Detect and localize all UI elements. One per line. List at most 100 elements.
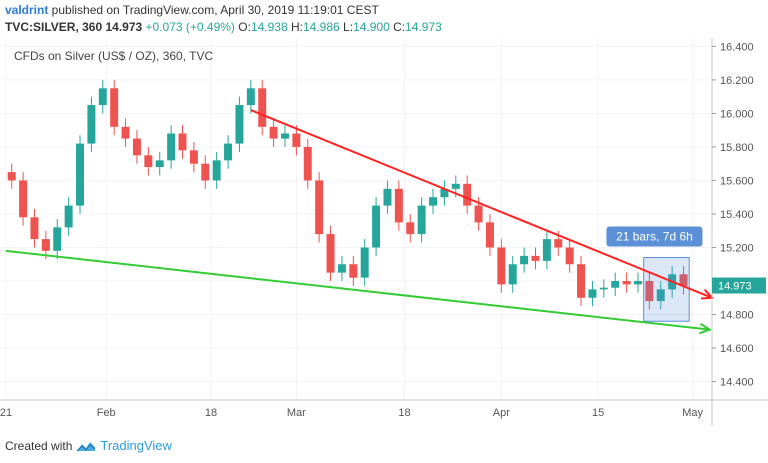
candle-body <box>508 264 517 285</box>
low-value: 14.900 <box>353 20 390 34</box>
price-tick-label: 16.400 <box>720 41 754 53</box>
candle-body <box>167 133 176 161</box>
candle-body <box>599 287 608 290</box>
candle-body <box>679 274 688 287</box>
candle-body <box>292 133 301 147</box>
candle-body <box>269 126 278 139</box>
candle-body <box>463 183 472 206</box>
low-label: L: <box>343 20 354 34</box>
tradingview-brand[interactable]: TradingView <box>100 438 172 453</box>
candle-body <box>258 88 267 127</box>
time-tick-label: Feb <box>97 407 116 419</box>
open-value: 14.938 <box>250 20 288 34</box>
measure-box[interactable] <box>643 257 690 322</box>
candle-body <box>645 281 654 302</box>
candle-body <box>565 247 574 265</box>
close-value: 14.973 <box>405 20 442 34</box>
time-tick-label: 18 <box>205 407 217 419</box>
chart-title: CFDs on Silver (US$ / OZ), 360, TVC <box>14 49 213 63</box>
candle-body <box>349 264 358 278</box>
candle-body <box>303 146 312 181</box>
open-label: O: <box>238 20 251 34</box>
candle-body <box>326 234 335 273</box>
price-tick-label: 15.800 <box>720 142 754 154</box>
candle-body <box>280 133 289 139</box>
measure-label: 21 bars, 7d 6h <box>616 230 693 244</box>
candle-body <box>633 281 642 285</box>
price-axis[interactable]: 16.400 16.200 16.000 15.800 15.600 15.400 15.2… <box>712 41 754 389</box>
support-line[interactable] <box>5 249 710 331</box>
time-axis[interactable]: 21 Feb 18 Mar 18 Apr 15 May <box>0 407 704 419</box>
price-tick-label: 16.200 <box>720 75 754 87</box>
candle-body <box>531 255 540 261</box>
author-link[interactable]: valdrint <box>5 3 49 17</box>
price-tick-label: 15.200 <box>720 242 754 254</box>
candle-body <box>394 188 403 223</box>
last-price-marker <box>712 277 766 294</box>
candle-body <box>577 264 586 298</box>
candle-body <box>53 227 62 251</box>
candle-body <box>235 105 244 144</box>
price-tick-label: 15.400 <box>720 209 754 221</box>
candle-body <box>110 88 119 127</box>
candle-body <box>64 205 73 228</box>
candle-body <box>87 105 96 144</box>
candle-body <box>121 126 130 139</box>
price-tick-label: 15.600 <box>720 175 754 187</box>
candle-body <box>7 172 16 181</box>
price-chart[interactable]: 21 bars, 7d 6h CFDs on Silver (US$ / OZ)… <box>0 38 768 426</box>
published-text: published on TradingView.com, April 30, … <box>48 3 379 17</box>
candles <box>7 79 688 310</box>
time-tick-label: Apr <box>493 407 510 419</box>
candle-body <box>315 180 324 235</box>
chart-area[interactable]: 21 bars, 7d 6h CFDs on Silver (US$ / OZ)… <box>0 38 768 426</box>
candle-body <box>611 281 620 288</box>
plot-background <box>0 38 712 400</box>
candle-body <box>201 163 210 181</box>
candle-body <box>520 255 529 265</box>
ohlc-info: TVC:SILVER, 360 14.973 +0.073 (+0.49%) O… <box>5 20 442 34</box>
created-with-text: Created with <box>5 438 73 453</box>
time-tick-label: 21 <box>0 407 12 419</box>
candle-body <box>451 183 460 189</box>
candle-body <box>41 239 50 251</box>
measure-label-background <box>606 226 703 247</box>
close-label: C: <box>393 20 406 34</box>
grid-lines <box>0 38 712 400</box>
candle-body <box>440 188 449 198</box>
candle-body <box>132 138 141 156</box>
candle-body <box>622 281 631 285</box>
candle-body <box>383 188 392 206</box>
time-tick-label: May <box>682 407 703 419</box>
candle-body <box>372 205 381 248</box>
price-change: +0.073 (+0.49%) <box>145 20 235 34</box>
price-tick-label: 14.600 <box>720 343 754 355</box>
candle-body <box>98 88 107 106</box>
publish-info: valdrint published on TradingView.com, A… <box>5 3 379 17</box>
tradingview-logo-icon <box>77 441 96 451</box>
candle-body <box>189 150 198 164</box>
last-price-label: 14.973 <box>718 281 752 293</box>
candle-body <box>30 217 39 240</box>
candle-body <box>485 222 494 248</box>
candle-body <box>155 160 164 168</box>
candle-body <box>76 143 85 206</box>
candle-body <box>554 239 563 248</box>
candle-body <box>542 239 551 261</box>
candle-body <box>656 289 665 302</box>
candle-body <box>474 205 483 223</box>
candle-body <box>178 133 187 151</box>
time-tick-label: 15 <box>592 407 604 419</box>
candle-body <box>224 143 233 161</box>
price-tick-label: 14.800 <box>720 310 754 322</box>
candle-body <box>337 264 346 273</box>
footer: Created with TradingView <box>5 438 172 453</box>
high-value: 14.986 <box>303 20 340 34</box>
time-tick-label: Mar <box>287 407 306 419</box>
candle-body <box>497 247 506 285</box>
candle-body <box>588 289 597 298</box>
candle-body <box>417 205 426 235</box>
resistance-line[interactable] <box>250 109 713 299</box>
candle-body <box>19 180 28 218</box>
support-arrow-icon <box>699 322 713 335</box>
